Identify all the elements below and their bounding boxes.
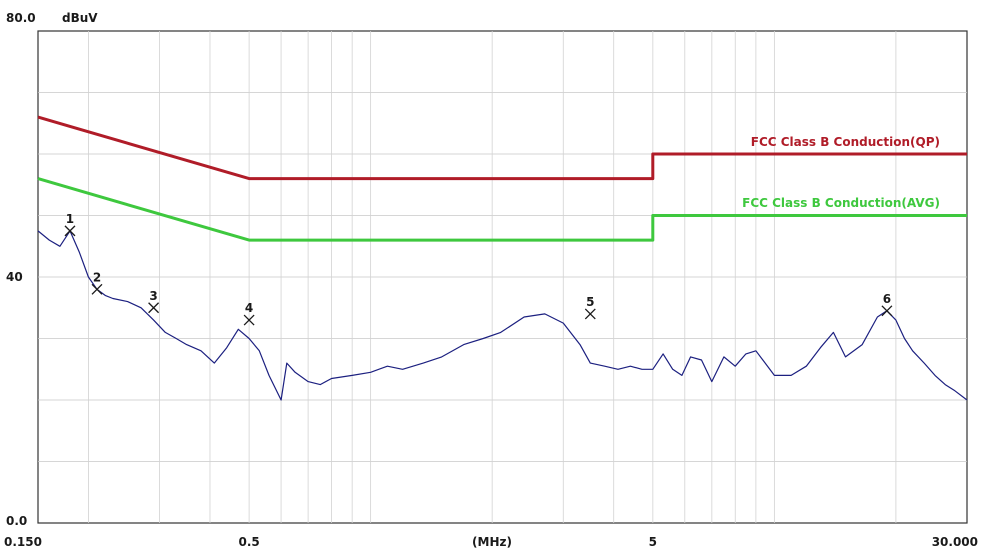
grid-lines (38, 31, 967, 523)
x-tick-label: 0.5 (238, 535, 259, 549)
axis-labels: 80.0 40 0.0 0.150 0.5 5 30.000 (4, 11, 978, 549)
y-tick-label: 0.0 (6, 514, 27, 528)
measurement-trace (37, 230, 968, 401)
peak-marker-x (584, 308, 596, 320)
peak-markers: 1 2 3 4 5 6 (64, 212, 893, 326)
peak-marker-x (243, 314, 255, 326)
peak-marker-x (881, 305, 893, 317)
y-tick-label: 80.0 (6, 11, 36, 25)
qp-limit-label: FCC Class B Conduction(QP) (751, 135, 940, 149)
avg-limit-line (37, 177, 967, 242)
avg-limit-label: FCC Class B Conduction(AVG) (742, 196, 940, 210)
x-unit-label: (MHz) (472, 535, 512, 549)
y-tick-label: 40 (6, 270, 23, 284)
peak-marker-label: 2 (93, 270, 101, 284)
peak-marker-x (148, 302, 160, 314)
peak-marker-label: 5 (586, 295, 594, 309)
peak-marker-label: 6 (883, 292, 891, 306)
peak-marker-x (64, 225, 76, 237)
peak-marker-label: 1 (66, 212, 74, 226)
peak-marker-label: 3 (149, 289, 157, 303)
y-unit-label: dBuV (62, 11, 98, 25)
series-lines (37, 115, 968, 401)
peak-marker-label: 4 (245, 301, 253, 315)
x-tick-label: 0.150 (4, 535, 42, 549)
x-tick-label: 5 (649, 535, 657, 549)
peak-marker-x (91, 283, 103, 295)
qp-limit-line (37, 115, 967, 181)
x-tick-label: 30.000 (932, 535, 978, 549)
